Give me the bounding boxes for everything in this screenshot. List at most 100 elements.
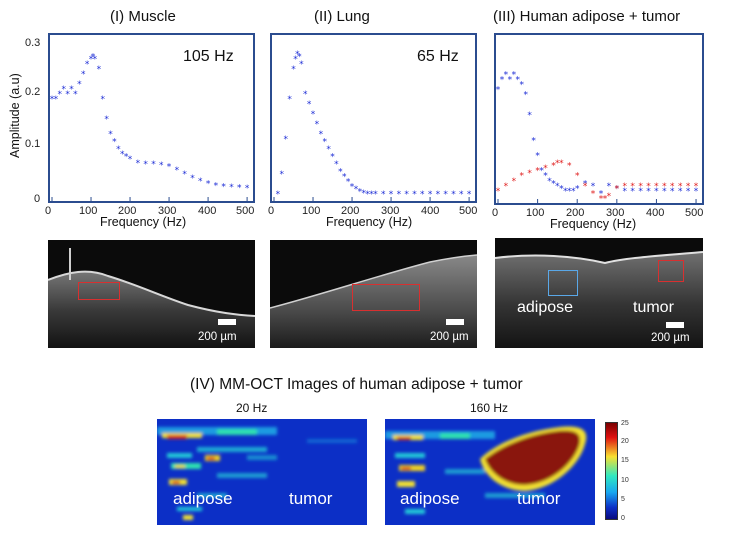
data-point: *: [229, 183, 234, 193]
data-point: *: [436, 190, 441, 200]
oct-image-adipose-tumor: adipose tumor 200 µm: [495, 238, 703, 348]
data-point-series-2: *: [599, 194, 604, 203]
x-axis-label: Frequency (Hz): [100, 215, 187, 229]
data-point: *: [373, 190, 378, 200]
plot-adipose-tumor: * * * * * * * * * * * * * * * * * * * * * * * * * * * * * * * * * * * * * * * *…: [494, 33, 704, 205]
x-tick-label: 500: [685, 207, 704, 219]
data-point: *: [496, 86, 501, 96]
y-axis-label: Amplitude (a.u): [8, 73, 22, 158]
plot-muscle-svg: * * * * * * **** ********* * * * * * * * * * * * * * * * * * *: [50, 53, 250, 201]
data-point: *: [567, 187, 572, 197]
data-point-series-2: *: [559, 159, 564, 169]
data-point: *: [221, 183, 226, 193]
scale-bar: [446, 319, 464, 325]
data-point: *: [543, 172, 548, 182]
colorbar: [605, 422, 618, 520]
roi-box-adipose: [548, 270, 578, 296]
peak-frequency-label: 105 Hz: [183, 48, 234, 65]
data-point: *: [451, 190, 456, 200]
data-point: *: [58, 90, 63, 100]
data-point: *: [342, 173, 347, 183]
data-point: *: [322, 138, 327, 148]
label-adipose: adipose: [400, 489, 460, 508]
data-point: *: [69, 85, 74, 95]
data-point: *: [93, 55, 98, 65]
mmoct-image-20hz: adipose tumor: [157, 419, 367, 525]
data-point: *: [293, 55, 298, 65]
colorbar-tick: 0: [621, 515, 625, 522]
scale-bar: [218, 319, 236, 325]
data-point: *: [190, 174, 195, 184]
data-point: *: [678, 187, 683, 197]
data-point: *: [214, 182, 219, 192]
data-point: *: [381, 190, 386, 200]
data-point-series-2: *: [694, 182, 699, 192]
data-point: *: [504, 70, 509, 80]
data-point: *: [508, 76, 513, 86]
panel-title-lung: (II) Lung: [314, 8, 370, 25]
data-point: *: [523, 91, 528, 101]
data-point-series-2: *: [630, 182, 635, 192]
x-tick-label: 200: [566, 207, 585, 219]
x-tick-label: 200: [118, 205, 137, 217]
data-point-series-2: *: [646, 182, 651, 192]
data-point-series-2: *: [520, 172, 525, 182]
data-point: *: [420, 190, 425, 200]
data-point: *: [630, 187, 635, 197]
data-point-series-2: *: [591, 189, 596, 199]
data-point: *: [599, 189, 604, 199]
data-point: *: [307, 100, 312, 110]
y-tick-label: 0: [34, 193, 41, 205]
oct-image-muscle: 200 µm: [48, 240, 255, 348]
oct-image-lung: 200 µm: [270, 240, 477, 348]
x-axis-label: Frequency (Hz): [326, 215, 413, 229]
data-point: *: [694, 187, 699, 197]
panel-title-muscle: (I) Muscle: [110, 8, 176, 25]
data-point: *: [358, 188, 363, 198]
x-tick-label: 100: [302, 205, 321, 217]
data-point: *: [412, 190, 417, 200]
data-point: *: [245, 184, 250, 194]
data-point: *: [527, 111, 532, 121]
label-tumor: tumor: [633, 299, 674, 316]
data-point-series-2: *: [551, 162, 556, 172]
y-tick-label: 0.2: [25, 86, 41, 98]
scale-bar-label: 200 µm: [198, 331, 237, 343]
data-point-series-2: *: [527, 169, 532, 179]
data-point-series-2: *: [622, 182, 627, 192]
data-point: *: [73, 90, 78, 100]
data-point-series-2: *: [512, 177, 517, 187]
data-point: *: [159, 161, 164, 171]
data-point-series-2: *: [575, 172, 580, 182]
mmoct-image-160hz: adipose tumor: [385, 419, 595, 525]
data-point: *: [311, 110, 316, 120]
x-tick-label: 300: [158, 205, 177, 217]
mmoct-left-frequency: 20 Hz: [236, 401, 268, 415]
data-point-series-2: *: [615, 184, 620, 194]
data-point: *: [61, 85, 66, 95]
label-tumor: tumor: [517, 489, 561, 508]
data-point: *: [151, 160, 156, 170]
data-point: *: [175, 166, 180, 176]
data-point: *: [520, 81, 525, 91]
data-point: *: [686, 187, 691, 197]
data-point: *: [77, 80, 82, 90]
data-point: *: [361, 189, 366, 199]
scale-bar: [666, 322, 684, 328]
data-point-series-2: *: [662, 182, 667, 192]
data-point: *: [81, 70, 86, 80]
data-point: *: [291, 65, 296, 75]
data-point: *: [559, 184, 564, 194]
colorbar-tick: 5: [621, 496, 625, 503]
data-point: *: [276, 190, 281, 200]
data-point-series-2: *: [686, 182, 691, 192]
data-point: *: [128, 155, 133, 165]
data-point: *: [531, 136, 536, 146]
data-point: *: [622, 187, 627, 197]
x-tick-label: 0: [45, 205, 52, 217]
data-point: *: [319, 130, 324, 140]
data-point: *: [428, 190, 433, 200]
plot-lung-svg: ******************* * * * * * * * * * * * * * * * * * * * * *: [273, 50, 472, 201]
data-point: *: [112, 138, 117, 148]
data-point: *: [334, 160, 339, 170]
